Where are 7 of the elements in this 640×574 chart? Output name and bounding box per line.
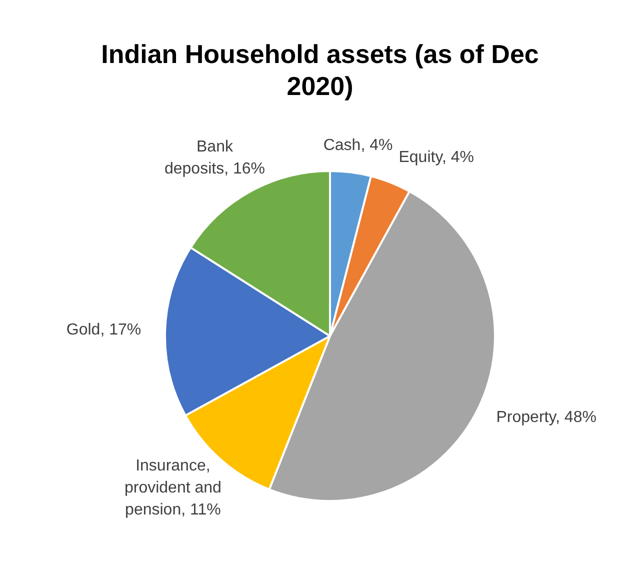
slice-label: Insurance, provident and pension, 11% (124, 458, 222, 519)
slice-label: Bank deposits, 16% (164, 138, 265, 178)
slice-label: Property, 48% (496, 409, 596, 426)
slice-label: Equity, 4% (398, 148, 474, 166)
slice-label: Cash, 4% (323, 136, 393, 154)
slice-label: Gold, 17% (66, 321, 142, 338)
chart-title: Indian Household assets (as of Dec 2020) (100, 38, 540, 102)
